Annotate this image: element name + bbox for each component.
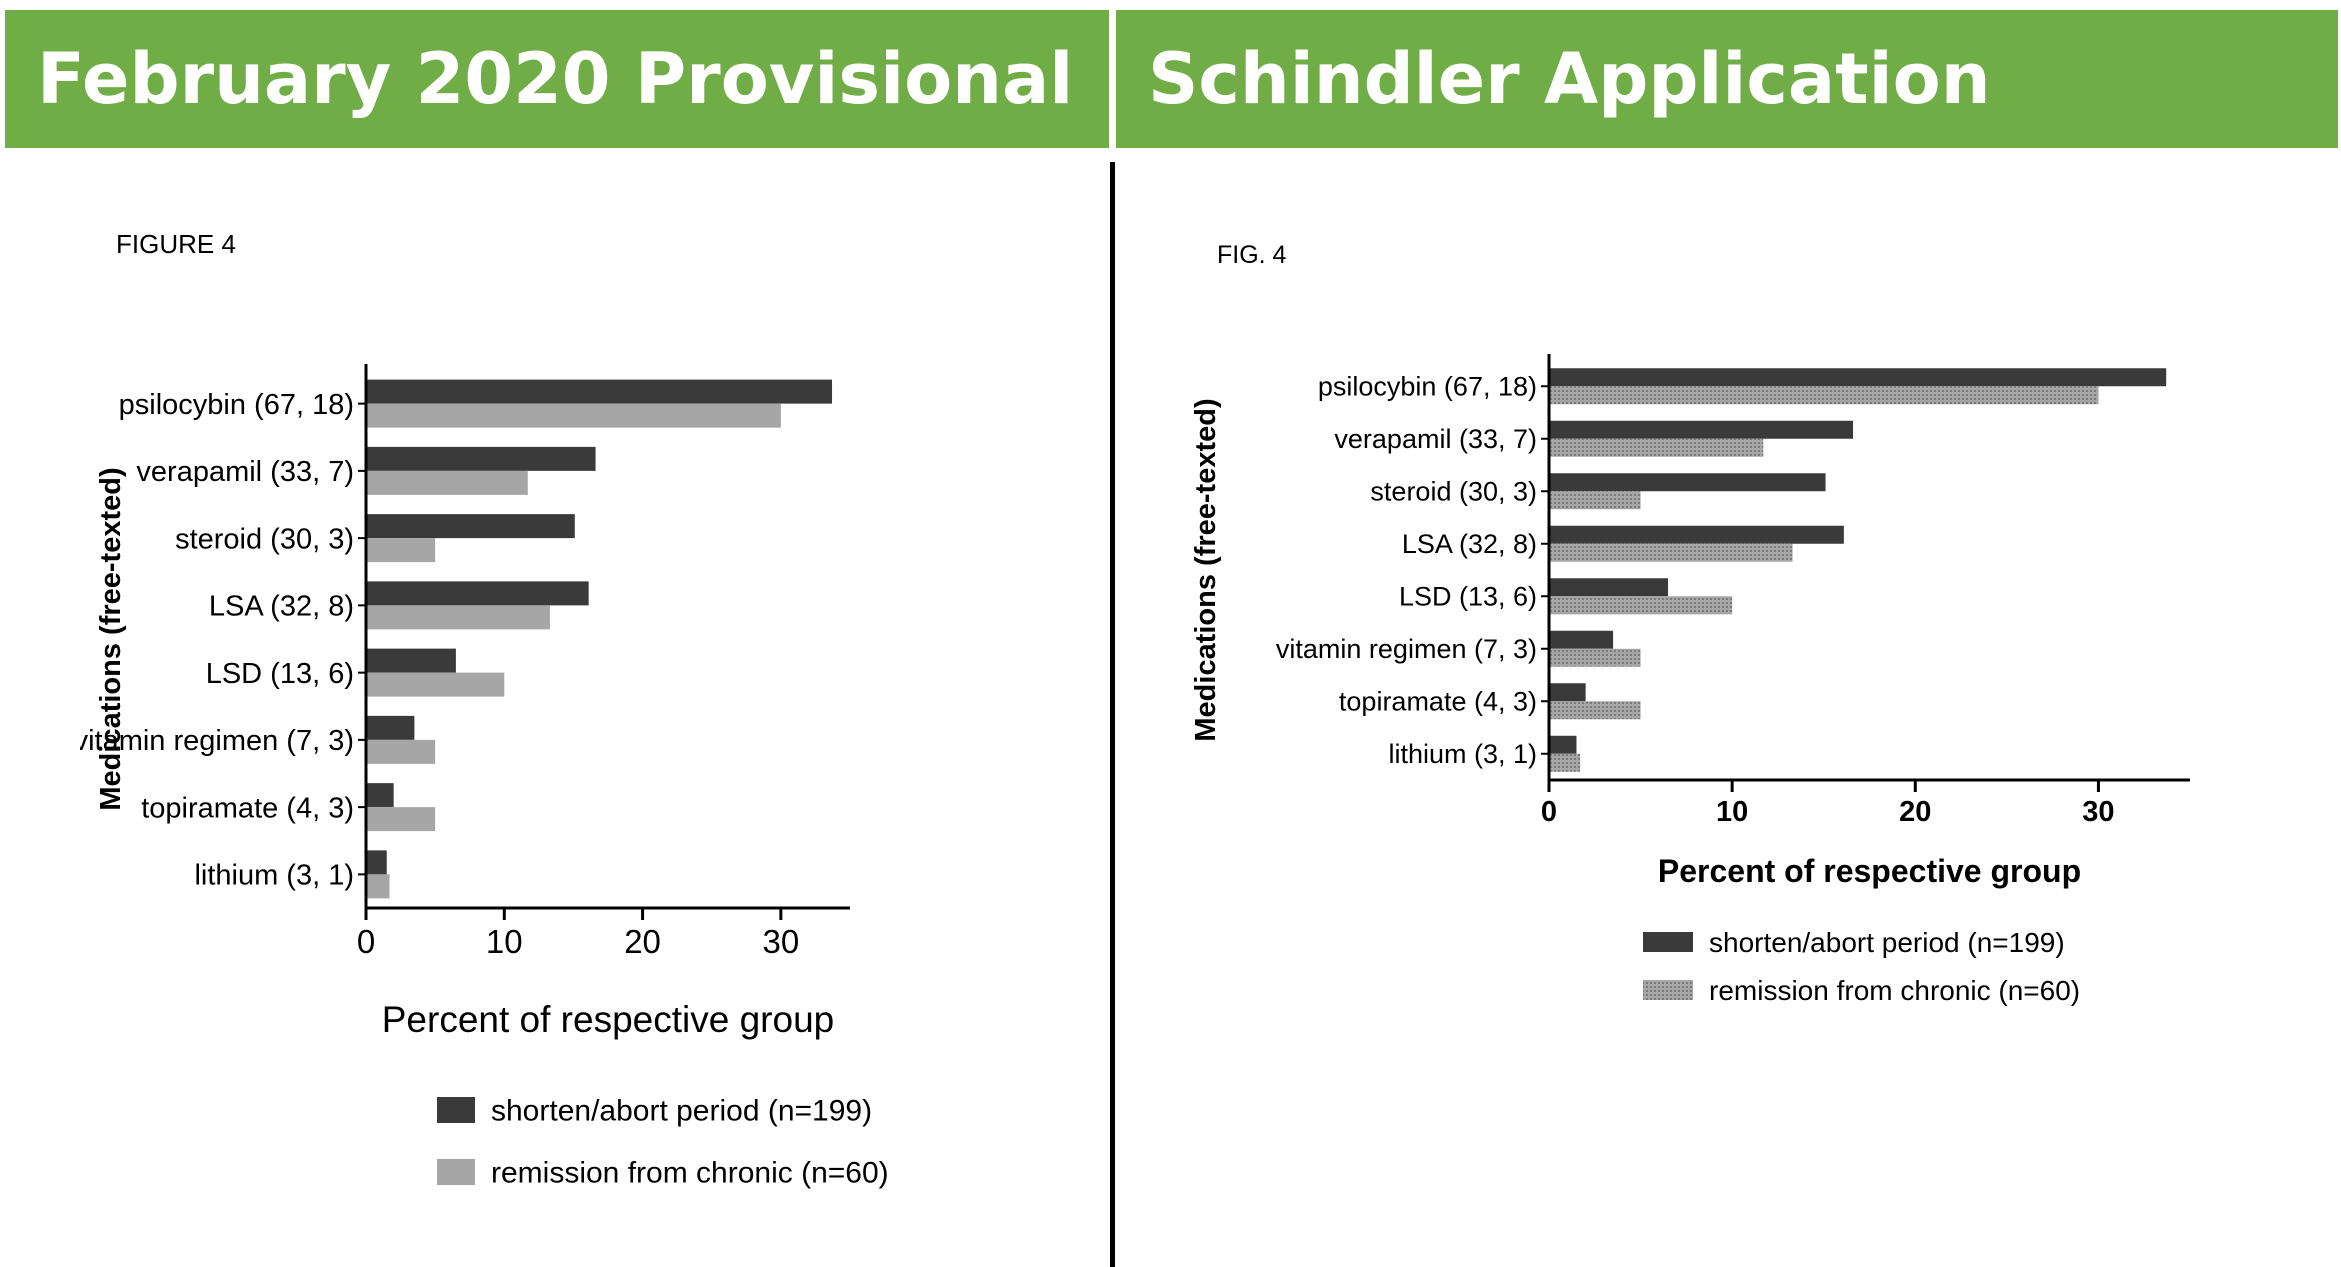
bar-remission-chronic: [1549, 491, 1641, 510]
panel-divider: [1110, 162, 1115, 1267]
x-axis-title: Percent of respective group: [382, 999, 834, 1040]
legend-label: shorten/abort period (n=199): [491, 1095, 872, 1128]
x-tick-label: 20: [1899, 796, 1931, 828]
bar-shorten-abort: [366, 581, 589, 606]
category-label: LSA (32, 8): [209, 591, 354, 623]
bar-remission-chronic: [366, 672, 505, 697]
bar-remission-chronic: [366, 403, 781, 428]
bar-shorten-abort: [1549, 473, 1826, 492]
bar-shorten-abort: [1549, 578, 1669, 597]
legend-label: shorten/abort period (n=199): [1709, 927, 2065, 958]
legend-label: remission from chronic (n=60): [1709, 975, 2080, 1006]
figure-label: FIGURE 4: [116, 229, 236, 259]
bar-remission-chronic: [1549, 438, 1764, 457]
right-panel-title: Schindler Application: [1116, 10, 2338, 148]
bar-shorten-abort: [1549, 683, 1586, 702]
bar-remission-chronic: [1549, 648, 1641, 667]
left-chart-svg: FIGURE 4 psilocybin (67, 18) verapamil (33…: [74, 229, 889, 1190]
bar-remission-chronic: [366, 874, 390, 899]
category-label: psilocybin (67, 18): [119, 389, 354, 421]
bar-shorten-abort: [366, 648, 456, 673]
x-axis-title: Percent of respective group: [1658, 853, 2081, 889]
y-axis-title: Medications (free-texted): [95, 467, 127, 810]
category-label: psilocybin (67, 18): [1318, 372, 1537, 402]
right-chart: FIG. 4 psilocybin (67, 18) verapamil (33, …: [1170, 210, 2310, 1060]
bar-shorten-abort: [366, 379, 833, 404]
bar-remission-chronic: [366, 807, 436, 832]
bar-shorten-abort: [366, 783, 394, 808]
legend-label: remission from chronic (n=60): [491, 1157, 889, 1190]
legend-swatch: [1643, 980, 1693, 1000]
category-label: LSD (13, 6): [1399, 582, 1537, 612]
x-tick-label: 20: [624, 923, 661, 960]
bar-shorten-abort: [1549, 525, 1844, 544]
legend-swatch: [437, 1097, 475, 1123]
category-label: vitamin regimen (7, 3): [80, 725, 354, 757]
bar-remission-chronic: [1549, 753, 1581, 772]
category-label: steroid (30, 3): [175, 523, 354, 555]
bar-shorten-abort: [1549, 368, 2167, 387]
category-label: LSD (13, 6): [206, 658, 354, 690]
x-tick-label: 30: [2082, 796, 2114, 828]
right-chart-svg: FIG. 4 psilocybin (67, 18) verapamil (33, …: [1190, 241, 2190, 1006]
legend-swatch: [437, 1159, 475, 1185]
bar-remission-chronic: [366, 538, 436, 563]
bar-remission-chronic: [1549, 596, 1733, 615]
y-axis-title: Medications (free-texted): [1190, 398, 1222, 741]
category-label: lithium (3, 1): [194, 860, 354, 892]
x-tick-label: 30: [762, 923, 799, 960]
bar-shorten-abort: [1549, 630, 1614, 649]
legend-swatch: [1643, 932, 1693, 952]
left-chart: FIGURE 4 psilocybin (67, 18) verapamil (33…: [74, 210, 1080, 1230]
category-label: vitamin regimen (7, 3): [1276, 634, 1537, 664]
x-tick-label: 0: [1541, 796, 1557, 828]
category-label: LSA (32, 8): [1402, 529, 1537, 559]
category-label: verapamil (33, 7): [136, 456, 354, 488]
bar-shorten-abort: [366, 715, 415, 740]
left-panel-title: February 2020 Provisional: [5, 10, 1109, 148]
bar-shorten-abort: [1549, 735, 1577, 754]
bar-shorten-abort: [1549, 420, 1854, 439]
bar-remission-chronic: [1549, 386, 2099, 405]
category-label: steroid (30, 3): [1370, 477, 1537, 507]
x-tick-label: 10: [1716, 796, 1748, 828]
category-label: topiramate (4, 3): [1339, 687, 1537, 717]
bar-remission-chronic: [366, 739, 436, 764]
category-label: verapamil (33, 7): [1334, 424, 1537, 454]
x-tick-label: 0: [357, 923, 375, 960]
figure-label: FIG. 4: [1217, 241, 1287, 269]
bar-shorten-abort: [366, 514, 575, 539]
bar-remission-chronic: [1549, 543, 1793, 562]
category-label: lithium (3, 1): [1388, 739, 1537, 769]
bar-shorten-abort: [366, 850, 387, 875]
x-tick-label: 10: [486, 923, 523, 960]
bar-remission-chronic: [366, 470, 528, 495]
bar-remission-chronic: [1549, 701, 1641, 720]
bar-shorten-abort: [366, 446, 596, 471]
category-label: topiramate (4, 3): [141, 792, 354, 824]
bar-remission-chronic: [366, 605, 550, 630]
